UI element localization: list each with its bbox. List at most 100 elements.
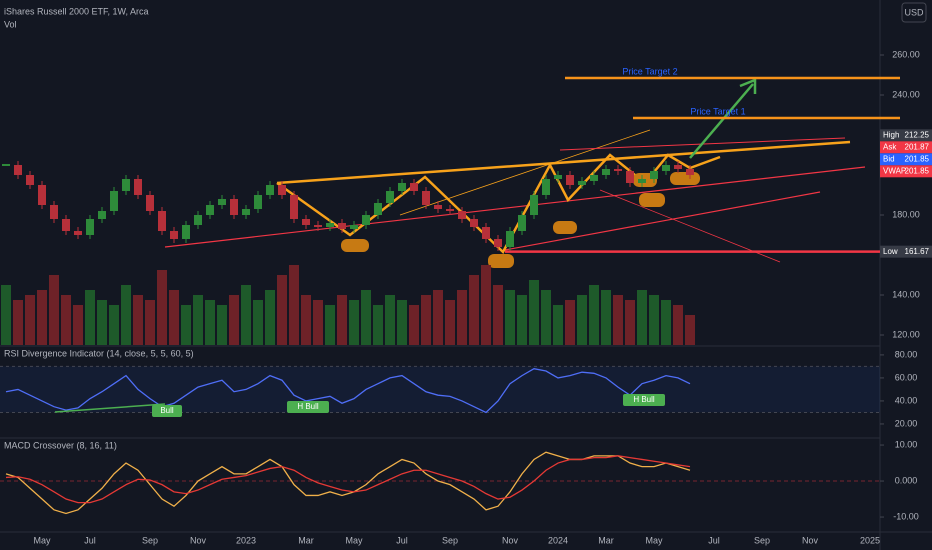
- volume-bar: [457, 290, 467, 345]
- volume-bar: [649, 295, 659, 345]
- volume-bar: [289, 265, 299, 345]
- volume-bar: [637, 290, 647, 345]
- volume-bar: [25, 295, 35, 345]
- y-tick-label: 10.00: [895, 439, 918, 449]
- volume-bar: [553, 305, 563, 345]
- volume-bar: [565, 300, 575, 345]
- volume-bar: [181, 305, 191, 345]
- signal-marker: [152, 405, 182, 417]
- volume-bar: [517, 295, 527, 345]
- y-tick-label: 240.00: [892, 89, 920, 99]
- x-tick-label: May: [33, 535, 51, 545]
- y-tick-label: 60.00: [895, 372, 918, 382]
- volume-bar: [493, 285, 503, 345]
- drawings: [164, 78, 866, 268]
- x-tick-label: May: [345, 535, 363, 545]
- price-label-bg: [880, 245, 932, 258]
- volume-bar: [169, 290, 179, 345]
- currency-button[interactable]: [901, 2, 927, 23]
- volume-bar: [625, 300, 635, 345]
- signal-marker: [287, 401, 329, 413]
- signal-label: H Bull: [633, 395, 655, 404]
- volume-bar: [541, 290, 551, 345]
- volume-bar: [265, 290, 275, 345]
- trend-line: [504, 191, 821, 251]
- y-tick-label: 260.00: [892, 49, 920, 59]
- x-tick-label: May: [645, 535, 663, 545]
- volume-bar: [1, 285, 11, 345]
- volume-bar: [229, 295, 239, 345]
- volume-bar: [421, 295, 431, 345]
- volume-bar: [253, 300, 263, 345]
- x-tick-label: Jul: [84, 535, 96, 545]
- volume-bar: [361, 290, 371, 345]
- indicator-title: RSI Divergence Indicator (14, close, 5, …: [4, 348, 194, 358]
- chart-title: iShares Russell 2000 ETF, 1W, Arca: [4, 6, 149, 16]
- price-label-value: 212.25: [905, 130, 930, 139]
- trend-line: [599, 189, 781, 263]
- volume-bar: [349, 300, 359, 345]
- volume-bar: [73, 305, 83, 345]
- volume-bar: [685, 315, 695, 345]
- volume-label: Vol: [4, 19, 17, 29]
- volume-bar: [661, 300, 671, 345]
- volume-bar: [85, 290, 95, 345]
- volume-bar: [49, 275, 59, 345]
- x-tick-label: Sep: [142, 535, 158, 545]
- volume-bar: [589, 285, 599, 345]
- currency[interactable]: USD: [904, 7, 924, 17]
- volume-bar: [241, 285, 251, 345]
- arrow-head: [739, 78, 757, 94]
- x-tick-label: Sep: [442, 535, 458, 545]
- y-tick-label: 180.00: [892, 209, 920, 219]
- x-tick-label: Nov: [190, 535, 207, 545]
- price-label-bg: [880, 165, 932, 178]
- y-tick-label: 0.000: [895, 475, 918, 485]
- y-tick-label: 140.00: [892, 289, 920, 299]
- volume-bar: [529, 280, 539, 345]
- volume-bar: [577, 295, 587, 345]
- volume-bar: [673, 305, 683, 345]
- volume-bar: [601, 290, 611, 345]
- volume-bar: [193, 295, 203, 345]
- x-tick-label: Nov: [802, 535, 819, 545]
- y-tick-label: 20.00: [895, 418, 918, 428]
- volume-bar: [205, 300, 215, 345]
- volume-bar: [505, 290, 515, 345]
- x-tick-label: Jul: [396, 535, 408, 545]
- volume-bar: [145, 300, 155, 345]
- x-tick-label: Mar: [298, 535, 314, 545]
- price-label-bg: [880, 141, 932, 154]
- price-label-value: 201.85: [905, 166, 930, 175]
- volume-bar: [13, 300, 23, 345]
- pattern-line: [276, 153, 721, 255]
- y-tick-label: 40.00: [895, 395, 918, 405]
- price-target-label: Price Target 1: [690, 106, 745, 116]
- highlight: [341, 239, 369, 252]
- volume-bar: [217, 305, 227, 345]
- x-tick-label: Sep: [754, 535, 770, 545]
- volume-bar: [61, 295, 71, 345]
- x-tick-label: 2024: [548, 535, 568, 545]
- volume-bar: [397, 300, 407, 345]
- price-label-value: 201.85: [905, 154, 930, 163]
- x-tick-label: 2023: [236, 535, 256, 545]
- price-target-label: Price Target 2: [622, 66, 677, 76]
- y-tick-label: -10.00: [893, 511, 919, 521]
- highlight: [639, 193, 665, 207]
- price-label-name: Bid: [883, 154, 895, 163]
- volume-bar: [385, 295, 395, 345]
- price-label-value: 161.67: [905, 247, 930, 256]
- volume-bar: [313, 300, 323, 345]
- signal-label: Bull: [160, 406, 174, 415]
- volume-bar: [277, 275, 287, 345]
- price-label-bg: [880, 129, 932, 142]
- arrow: [689, 83, 754, 159]
- volume-bar: [109, 305, 119, 345]
- trend-line: [164, 166, 866, 248]
- trend-line: [276, 140, 851, 185]
- x-tick-label: 2025: [860, 535, 880, 545]
- volume-bar: [433, 290, 443, 345]
- trend-line: [399, 129, 651, 216]
